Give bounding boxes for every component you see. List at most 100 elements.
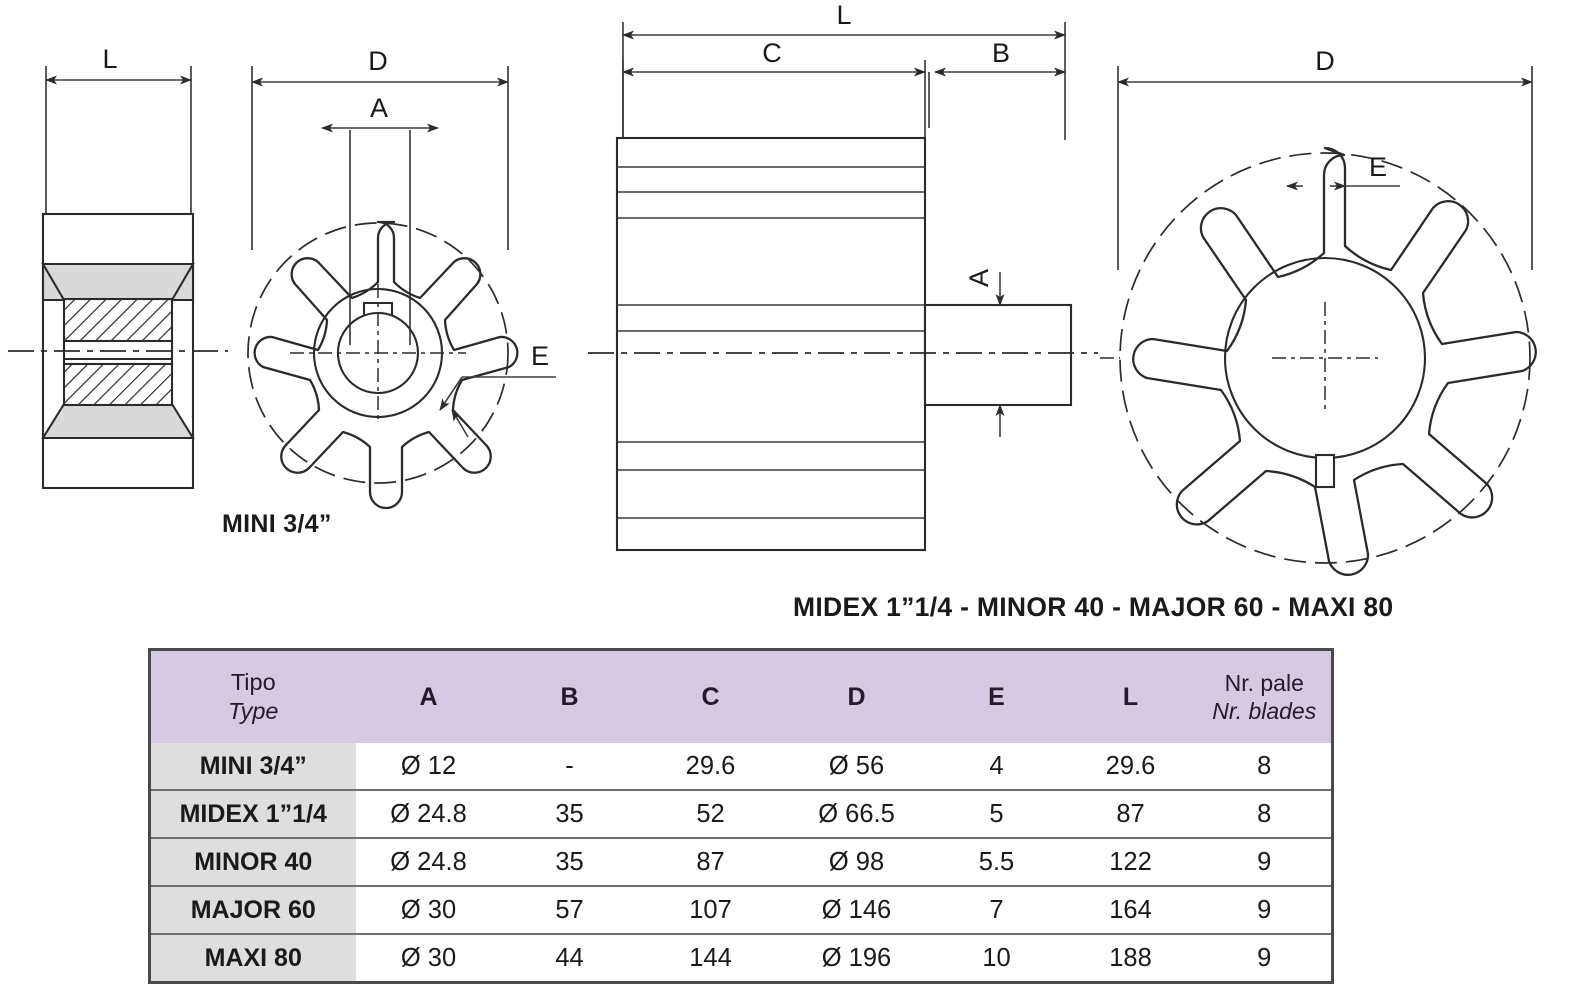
header-d: D [783,649,930,743]
cell-c: 87 [637,837,784,886]
cell-b: 35 [501,789,638,838]
dimension-C-center: C [622,38,926,140]
header-l: L [1063,649,1198,743]
cell-d: Ø 56 [783,743,930,790]
cell-l: 122 [1063,837,1198,886]
mini-bore [336,311,419,395]
header-row: Tipo Type A B C D E L Nr. pale Nr. blade… [149,649,1333,743]
header-type-it: Tipo [230,669,276,696]
cell-l: 29.6 [1063,743,1198,790]
header-c: C [637,649,784,743]
cell-e: 4 [929,743,1064,790]
cell-d: Ø 196 [783,933,930,983]
dim-label-D-mini: D [368,46,388,76]
maxi-outer-envelope [1119,152,1531,564]
cell-blades: 8 [1197,743,1333,790]
header-a: A [355,649,502,743]
spec-table-body: MINI 3/4” Ø 12-29.6 Ø 56 4 29.6 8 MIDEX 1”1/4 Ø… [149,743,1333,983]
spec-table-wrapper: Tipo Type A B C D E L Nr. pale Nr. blade… [148,648,1334,984]
table-row: MAXI 80 Ø 30 44 144 Ø 196 10 188 9 [149,933,1333,983]
dim-label-D-maxi: D [1315,46,1335,76]
table-row: MAJOR 60 Ø 30 57 107 Ø 146 7 164 9 [149,885,1333,934]
section-gray-upper-shape [41,262,195,302]
cell-b: 35 [501,837,638,886]
header-type: Tipo Type [149,649,356,743]
row-type-cell: MAXI 80 [149,933,356,983]
cell-c: 52 [637,789,784,838]
mini-outer-envelope [247,222,509,484]
caption-midex: MIDEX 1”1/4 - MINOR 40 - MAJOR 60 - MAXI… [793,592,1394,622]
dimension-D-maxi: D [1117,46,1533,270]
cell-d: Ø 66.5 [783,789,930,838]
table-row: MIDEX 1”1/4 Ø 24.8 35 52 Ø 66.5 5 87 8 [149,789,1333,838]
cell-blades: 9 [1197,885,1333,934]
spec-table-head: Tipo Type A B C D E L Nr. pale Nr. blade… [149,649,1333,743]
cell-c: 107 [637,885,784,934]
row-type-cell: MINOR 40 [149,837,356,886]
dimension-B-center: B [928,38,1066,128]
cell-a: Ø 30 [355,933,502,983]
maxi-impeller-body [1132,146,1537,576]
cell-b: - [501,743,638,790]
cell-b: 44 [501,933,638,983]
dimension-E-mini: E [439,341,556,438]
cell-e: 7 [929,885,1064,934]
cell-d: Ø 98 [783,837,930,886]
dim-label-A-center: A [964,269,994,287]
dim-label-E-maxi: E [1369,152,1387,182]
dim-label-A-mini: A [370,93,388,123]
cell-a: Ø 30 [355,885,502,934]
cell-b: 57 [501,885,638,934]
dim-label-E-mini: E [531,341,549,371]
row-type-cell: MIDEX 1”1/4 [149,789,356,838]
dimension-L-left: L [45,44,192,215]
dim-label-L-center: L [836,0,851,30]
cell-e: 5.5 [929,837,1064,886]
dimension-A-mini: A [321,93,439,345]
header-blades-en: Nr. blades [1212,698,1317,724]
cell-l: 87 [1063,789,1198,838]
cell-d: Ø 146 [783,885,930,934]
shaft-stub [923,303,1073,407]
caption-mini: MINI 3/4” [222,510,332,538]
cell-e: 5 [929,789,1064,838]
cell-c: 144 [637,933,784,983]
section-hatch-lower [62,362,174,407]
header-e: E [929,649,1064,743]
section-hatch-upper [62,297,174,343]
impeller-side-section-view: L C B A [588,0,1098,552]
dimension-E-maxi: E [1286,152,1400,191]
cell-blades: 9 [1197,837,1333,886]
cell-c: 29.6 [637,743,784,790]
cell-a: Ø 24.8 [355,837,502,886]
mini-impeller-front-view: D A E [247,46,556,510]
section-gray-lower-shape [41,402,195,440]
row-type-cell: MINI 3/4” [149,743,356,790]
dim-label-L: L [102,44,117,74]
header-b: B [501,649,638,743]
cell-l: 188 [1063,933,1198,983]
header-blades-it: Nr. pale [1224,669,1304,696]
dim-label-B: B [992,38,1010,68]
cell-l: 164 [1063,885,1198,934]
cell-blades: 8 [1197,789,1333,838]
maxi-keyway [1314,453,1336,489]
spec-table: Tipo Type A B C D E L Nr. pale Nr. blade… [148,648,1334,984]
row-type-cell: MAJOR 60 [149,885,356,934]
cell-e: 10 [929,933,1064,983]
header-type-en: Type [228,698,279,724]
mini-impeller-body [253,220,519,510]
dimension-D-mini: D [251,46,509,250]
dimension-A-center: A [964,269,1005,437]
side-body [615,136,927,552]
cell-a: Ø 12 [355,743,502,790]
dimension-L-center: L [622,0,1066,140]
table-row: MINI 3/4” Ø 12-29.6 Ø 56 4 29.6 8 [149,743,1333,790]
table-row: MINOR 40 Ø 24.8 35 87 Ø 98 5.5 122 9 [149,837,1333,886]
cell-a: Ø 24.8 [355,789,502,838]
maxi-impeller-front-view: D E [1100,46,1537,576]
dim-label-C: C [762,38,782,68]
cell-blades: 9 [1197,933,1333,983]
